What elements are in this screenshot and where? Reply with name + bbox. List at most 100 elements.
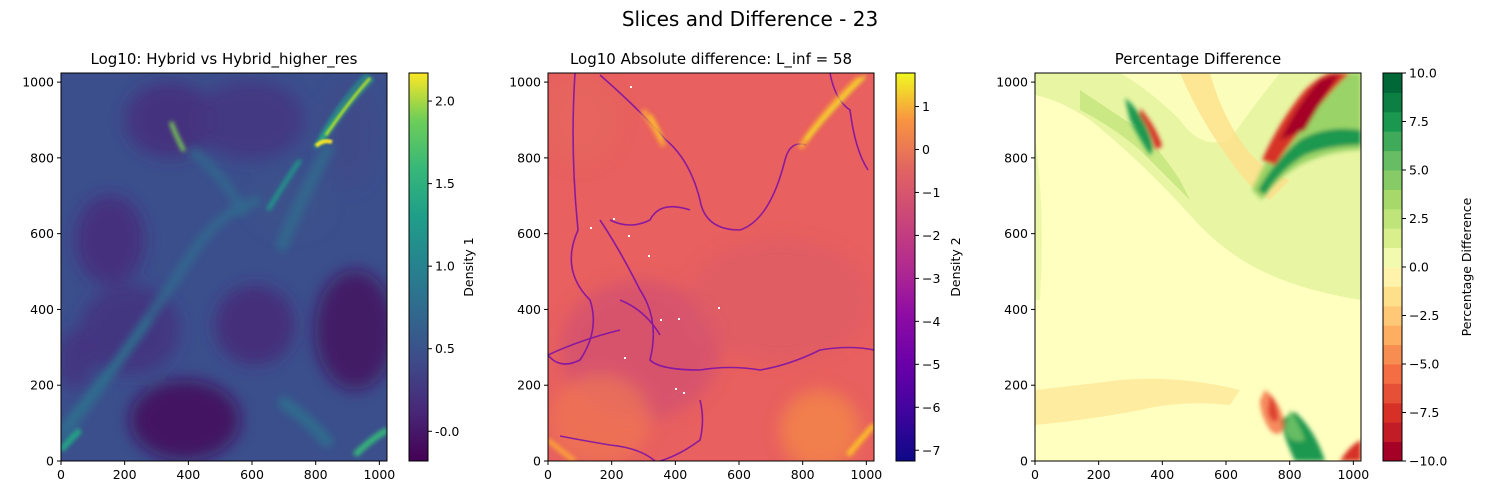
colorbar-tick-label: 2.0 — [435, 94, 455, 109]
y-ticks-3: 0 200 400 600 800 1000 — [996, 75, 1035, 469]
colorbar-2-ticks: 1 0 −1 −2 −3 −4 −5 −6 −7 — [915, 99, 940, 458]
x-tick-label: 800 — [304, 467, 328, 482]
colorbar-step — [1383, 422, 1402, 443]
colorbar-3-bar — [1383, 73, 1402, 462]
y-tick-label: 0 — [46, 454, 54, 469]
colorbar-tick-label: −1 — [922, 185, 940, 200]
y-tick-label: 200 — [30, 378, 54, 393]
y-tick-label: 1000 — [996, 75, 1028, 90]
colorbar-1-label: Density 1 — [461, 237, 476, 296]
colorbar-tick-label: 10.0 — [1409, 66, 1437, 81]
y-tick-label: 400 — [30, 302, 54, 317]
axes-frame-2 — [547, 72, 875, 462]
x-ticks-2: 0 200 400 600 800 1000 — [544, 461, 882, 482]
y-tick-label: 600 — [517, 226, 541, 241]
colorbar-step — [1383, 383, 1402, 404]
figure-title: Slices and Difference - 23 — [622, 7, 878, 31]
y-tick-label: 200 — [517, 378, 541, 393]
y-tick-label: 0 — [1020, 454, 1028, 469]
colorbar-step — [1383, 92, 1402, 113]
colorbar-tick-label: 7.5 — [1409, 114, 1429, 129]
colorbar-tick-label: −3 — [922, 271, 940, 286]
colorbar-tick-label: −6 — [922, 400, 940, 415]
chart-title-3: Percentage Difference — [1115, 50, 1281, 68]
colorbar-step — [1383, 131, 1402, 152]
colorbar-tick-label: 1.5 — [435, 176, 455, 191]
colorbar-tick-label: −5.0 — [1409, 357, 1439, 372]
colorbar-tick-label: −7 — [922, 443, 940, 458]
colorbar-step — [1383, 150, 1402, 171]
x-tick-label: 1000 — [1337, 467, 1369, 482]
colorbar-step — [1383, 170, 1402, 190]
colorbar-tick-label: −7.5 — [1409, 405, 1439, 420]
heatmap-percentage-difference — [1035, 73, 1361, 461]
y-ticks-2: 0 200 400 600 800 1000 — [509, 75, 548, 469]
y-tick-label: 400 — [517, 302, 541, 317]
colorbar-tick-label: 2.5 — [1409, 211, 1429, 226]
colorbar-2-bar — [895, 72, 916, 462]
colorbar-tick-label: 1 — [922, 99, 930, 114]
colorbar-3-ticks: 10.0 7.5 5.0 2.5 0.0 −2.5 −5.0 −7.5 −10.0 — [1402, 66, 1447, 469]
colorbar-step — [1383, 286, 1402, 307]
colorbar-tick-label: 1.0 — [435, 259, 455, 274]
colorbar-step — [1383, 305, 1402, 326]
colorbar-step — [1383, 228, 1402, 249]
x-ticks-3: 0 200 400 600 800 1000 — [1031, 461, 1369, 482]
x-tick-label: 200 — [1087, 467, 1111, 482]
x-axis-1: 0 200 400 600 800 1000 — [57, 461, 395, 482]
x-ticks-1: 0 200 400 600 800 1000 — [57, 461, 395, 482]
colorbar-tick-label: -0.0 — [435, 424, 459, 439]
panel-percentage-difference: 0 200 400 600 800 1000 0 200 400 600 800 1000 Perc… — [996, 50, 1474, 482]
y-tick-label: 1000 — [509, 75, 541, 90]
y-axis-3: 0 200 400 600 800 1000 — [996, 75, 1035, 469]
colorbar-step — [1383, 441, 1402, 462]
y-tick-label: 600 — [1004, 226, 1028, 241]
y-tick-label: 800 — [30, 150, 54, 165]
y-ticks-1: 0 200 400 600 800 1000 — [22, 75, 61, 469]
colorbar-1: -0.0 0.5 1.0 1.5 2.0 Density 1 — [408, 72, 476, 462]
colorbar-tick-label: −4 — [922, 314, 940, 329]
heatmap-density-2 — [548, 73, 874, 461]
y-axis-2: 0 200 400 600 800 1000 — [509, 75, 548, 469]
colorbar-1-bar — [408, 72, 429, 462]
y-tick-label: 400 — [1004, 302, 1028, 317]
panel-density-2: 0 200 400 600 800 1000 0 200 400 600 800 1000 Log1… — [509, 50, 963, 482]
x-tick-label: 0 — [57, 467, 65, 482]
colorbar-tick-label: −10.0 — [1409, 454, 1447, 469]
x-tick-label: 1000 — [363, 467, 395, 482]
colorbar-tick-label: −2.5 — [1409, 308, 1439, 323]
panel-density-1: 0 200 400 600 800 1000 0 200 400 600 800 1000 Log1… — [22, 50, 476, 482]
heatmap-density-1 — [61, 73, 387, 461]
colorbar-3: 10.0 7.5 5.0 2.5 0.0 −2.5 −5.0 −7.5 −10.0 Percen… — [1382, 66, 1474, 469]
colorbar-step — [1383, 208, 1402, 229]
colorbar-tick-label: 0.0 — [1409, 260, 1429, 275]
colorbar-step — [1383, 344, 1402, 365]
colorbar-2: 1 0 −1 −2 −3 −4 −5 −6 −7 Density 2 — [895, 72, 963, 462]
colorbar-tick-label: 0 — [922, 142, 930, 157]
x-tick-label: 400 — [176, 467, 200, 482]
colorbar-step — [1383, 73, 1402, 93]
colorbar-3-label: Percentage Difference — [1459, 197, 1474, 336]
colorbar-2-label: Density 2 — [948, 237, 963, 296]
x-tick-label: 800 — [791, 467, 815, 482]
x-tick-label: 400 — [663, 467, 687, 482]
x-tick-label: 800 — [1278, 467, 1302, 482]
chart-title-2: Log10 Absolute difference: L_inf = 58 — [570, 50, 852, 69]
x-tick-label: 600 — [1214, 467, 1238, 482]
chart-title-1: Log10: Hybrid vs Hybrid_higher_res — [91, 50, 358, 69]
colorbar-step — [1383, 267, 1402, 287]
axes-frame-3 — [1034, 72, 1362, 462]
x-tick-label: 600 — [727, 467, 751, 482]
x-tick-label: 1000 — [850, 467, 882, 482]
x-tick-label: 0 — [544, 467, 552, 482]
colorbar-1-ticks: -0.0 0.5 1.0 1.5 2.0 — [428, 94, 459, 439]
colorbar-tick-label: −2 — [922, 228, 940, 243]
colorbar-step — [1383, 189, 1402, 210]
y-tick-label: 800 — [1004, 150, 1028, 165]
colorbar-step — [1383, 364, 1402, 384]
axes-frame-1 — [60, 72, 388, 462]
y-tick-label: 600 — [30, 226, 54, 241]
colorbar-tick-label: 5.0 — [1409, 163, 1429, 178]
y-tick-label: 800 — [517, 150, 541, 165]
